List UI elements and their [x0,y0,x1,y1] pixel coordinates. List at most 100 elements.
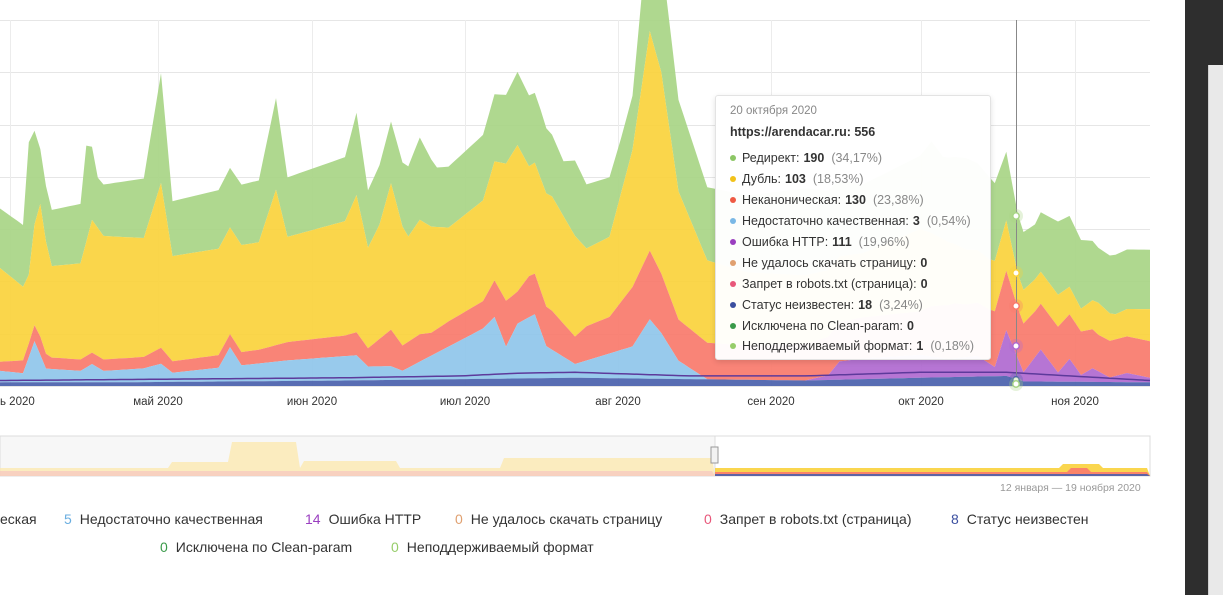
navigator-area [0,471,715,476]
legend-count: 14 [305,511,321,527]
tooltip-row-percent: (3,24%) [879,297,923,312]
legend-count: 8 [951,511,959,527]
tooltip-dot-icon [730,218,736,225]
tooltip-row-label: Исключена по Clean-param: [742,318,903,333]
tooltip-row: Редирект: 190 (34,17%) [730,148,978,169]
tooltip-dot-icon [730,259,736,266]
tooltip-row-value: 0 [920,255,928,270]
navigator-area [0,442,715,476]
tooltip-row: Неканоническая: 130 (23,38%) [730,190,978,211]
hover-marker [1012,302,1020,310]
date-range-label: 12 января — 19 ноября 2020 [1000,482,1141,494]
legend-item[interactable]: 5 Недостаточно качественная [64,511,263,527]
tooltip-row-value: 18 [858,297,873,312]
legend-label: Статус неизвестен [966,511,1089,527]
legend-count: 0 [704,511,712,527]
legend-row-2: 0 Исключена по Clean-param 0 Неподдерживаем… [0,536,1160,564]
x-axis-label: авг 2020 [595,396,640,408]
tooltip-row-label: Редирект: [742,151,800,166]
tooltip-row-label: Статус неизвестен: [742,297,855,312]
legend-count: 0 [160,539,168,555]
tooltip-row-percent: (0,18%) [930,339,975,354]
x-axis-label: ноя 2020 [1051,396,1099,408]
tooltip-total-value: 556 [854,125,876,139]
tooltip-row-label: Не удалось скачать страницу: [742,255,917,270]
tooltip-dot-icon [730,197,736,204]
x-axis-label: окт 2020 [898,396,944,408]
tooltip-row: Дубль: 103 (18,53%) [730,169,978,190]
legend-count: 5 [64,511,72,527]
hover-marker [1012,342,1020,350]
tooltip-site: https://arendacar.ru: [730,125,851,139]
tooltip-dot-icon [730,280,736,287]
tooltip-row: Не удалось скачать страницу: 0 [730,252,978,273]
hover-marker [1012,380,1020,388]
series-area [0,375,1150,386]
legend-label: Ошибка HTTP [328,511,422,527]
x-axis-label: сен 2020 [747,396,794,408]
legend-label: Неподдерживаемый формат [406,539,594,555]
legend-row-1: еская 5 Недостаточно качественная 14 Ошибка … [0,508,1160,536]
x-axis-label: июн 2020 [287,396,337,408]
legend-label: Запрет в robots.txt (страница) [719,511,912,527]
legend-item[interactable]: 0 Неподдерживаемый формат [391,539,594,555]
tooltip-row: Статус неизвестен: 18 (3,24%) [730,294,978,315]
series-area [0,314,1150,383]
tooltip-row-label: Ошибка HTTP: [742,235,829,249]
tooltip-rows: Редирект: 190 (34,17%) Дубль: 103 (18,53%) Нек… [730,148,978,357]
tooltip-dot-icon [730,322,736,329]
tooltip-dot-icon [730,239,736,245]
tooltip-row-percent: (23,38%) [872,193,924,208]
legend-item[interactable]: еская [0,511,37,527]
hover-marker [1012,269,1020,277]
scrollbar-thumb[interactable] [1208,65,1223,595]
legend-item[interactable]: 8 Статус неизвестен [951,511,1089,527]
tooltip-row-value: 103 [785,172,806,187]
legend-label: еская [0,511,37,527]
tooltip-row: Запрет в robots.txt (страница): 0 [730,273,978,294]
tooltip-row-label: Неподдерживаемый формат: [742,339,913,354]
tooltip-dot-icon [730,343,736,350]
tooltip-row-label: Недостаточно качественная: [742,214,909,229]
tooltip-row: Исключена по Clean-param: 0 [730,315,978,336]
navigator-area [715,474,1150,476]
tooltip-dot-icon [730,155,736,162]
tooltip-row-value: 130 [845,193,866,208]
legend-item[interactable]: 14 Ошибка HTTP [305,511,421,527]
series-area [0,330,1150,383]
chart-legend: еская 5 Недостаточно качественная 14 Ошибка … [0,508,1160,564]
x-axis-label: ь 2020 [0,396,35,408]
tooltip-row-value: 3 [912,214,920,229]
legend-count: 0 [455,511,463,527]
tooltip-row-percent: (34,17%) [831,151,883,166]
hover-marker [1012,212,1020,220]
tooltip-dot-icon [730,301,736,308]
legend-item[interactable]: 0 Исключена по Clean-param [160,539,352,555]
tooltip-total: https://arendacar.ru: 556 [730,125,978,148]
navigator-handle [710,446,719,464]
tooltip-row-value: 0 [920,276,928,291]
tooltip-row-value: 111 [832,235,852,249]
tooltip-row-value: 0 [906,318,914,333]
chart-tooltip: 20 октября 2020 https://arendacar.ru: 55… [715,95,991,360]
tooltip-row-percent: (18,53%) [812,172,864,187]
x-axis-label: май 2020 [133,396,183,408]
tooltip-row-label: Неканоническая: [742,193,842,208]
legend-count: 0 [391,539,399,555]
tooltip-dot-icon [730,176,736,183]
legend-label: Не удалось скачать страницу [470,511,663,527]
tooltip-row: Ошибка HTTP: 111 (19,96%) [730,232,978,253]
tooltip-row-value: 1 [916,339,924,354]
tooltip-row-percent: (19,96%) [858,235,910,249]
tooltip-row-value: 190 [803,151,825,166]
tooltip-row-percent: (0,54%) [926,214,971,229]
tooltip-row: Недостаточно качественная: 3 (0,54%) [730,211,978,232]
x-axis-label: июл 2020 [440,396,490,408]
legend-item[interactable]: 0 Запрет в robots.txt (страница) [704,511,912,527]
legend-label: Исключена по Clean-param [175,539,353,555]
legend-label: Недостаточно качественная [79,511,263,527]
tooltip-row-label: Дубль: [742,172,782,187]
legend-item[interactable]: 0 Не удалось скачать страницу [455,511,662,527]
series-line [0,371,1151,382]
tooltip-row-label: Запрет в robots.txt (страница): [742,276,917,291]
